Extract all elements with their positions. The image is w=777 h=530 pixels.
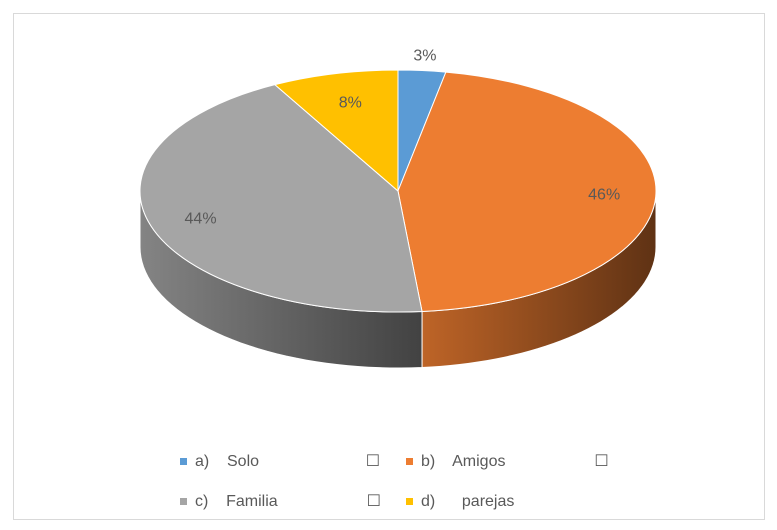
legend-label: d) parejas xyxy=(421,493,514,510)
legend-label: a) Solo ☐ xyxy=(195,453,380,470)
pie-slice xyxy=(273,69,399,193)
data-label: 44% xyxy=(185,210,217,227)
legend-swatch xyxy=(406,498,413,505)
legend-label: b) Amigos ☐ xyxy=(421,453,609,470)
pie-slice xyxy=(397,71,657,312)
legend-label: c) Familia ☐ xyxy=(195,493,381,510)
legend-swatch xyxy=(180,458,187,465)
pie-slice xyxy=(139,84,423,313)
data-label: 3% xyxy=(413,47,436,64)
data-label: 46% xyxy=(588,187,620,204)
data-label: 8% xyxy=(339,94,362,111)
legend-swatch xyxy=(406,458,413,465)
legend-swatch xyxy=(180,498,187,505)
